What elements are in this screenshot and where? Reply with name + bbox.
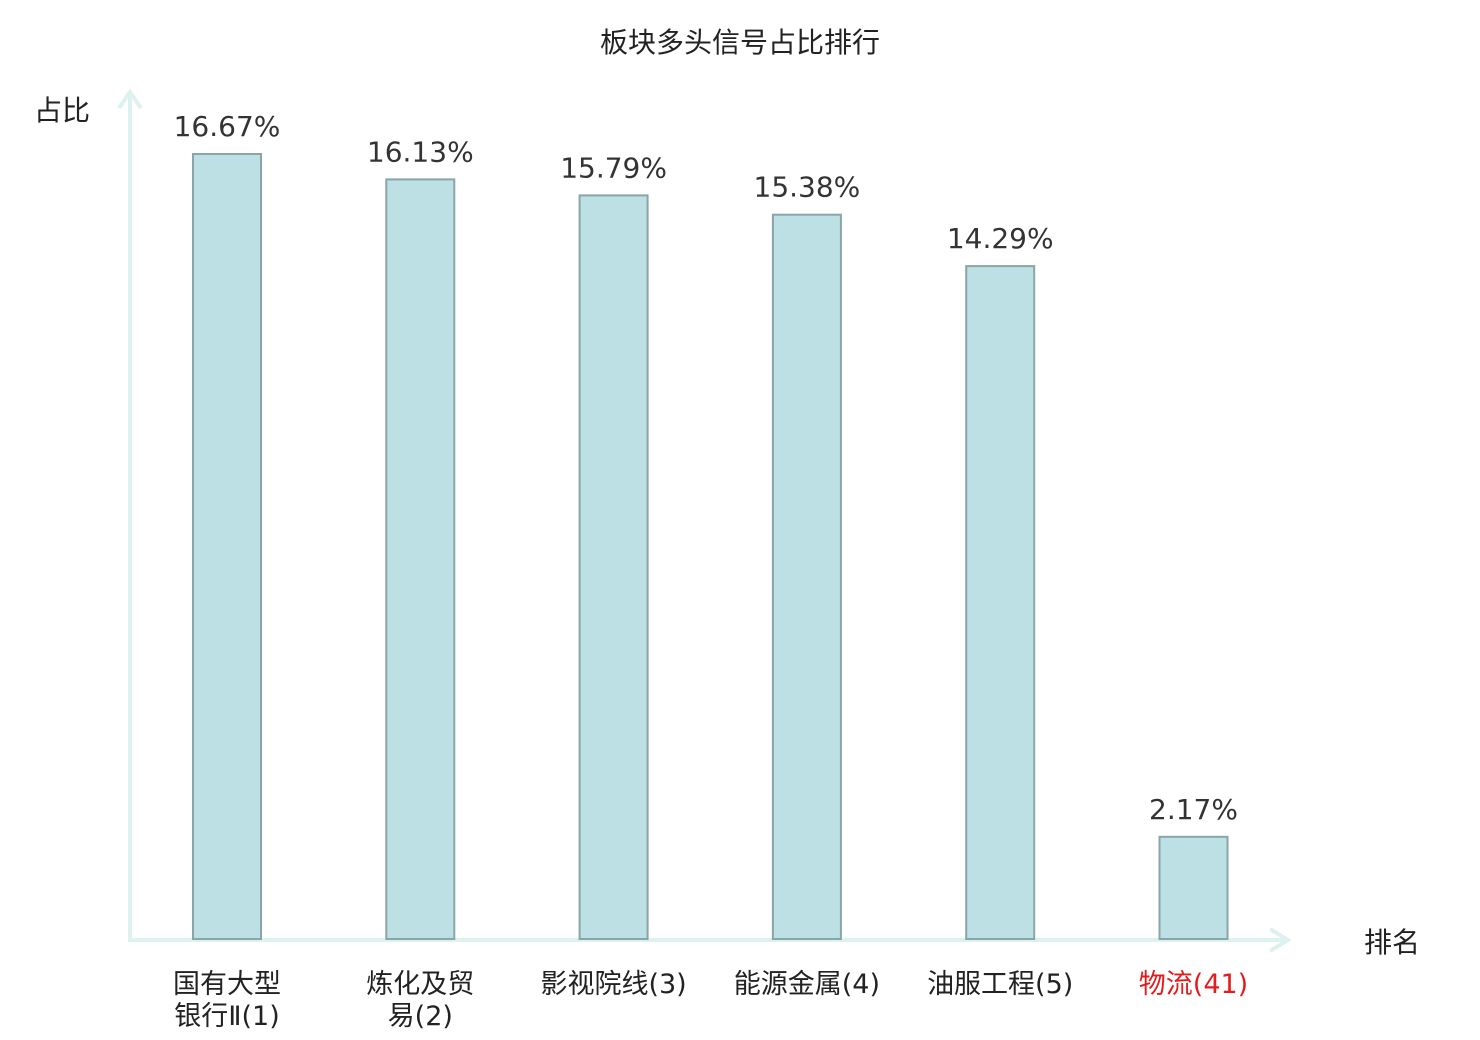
x-tick-label: 油服工程(5) xyxy=(927,969,1073,1000)
value-label: 15.38% xyxy=(754,171,861,204)
x-tick-label: 影视院线(3) xyxy=(540,969,686,1000)
bar-series xyxy=(192,153,1229,941)
x-axis-arrowhead xyxy=(1268,927,1292,953)
x-tick-label: 国有大型 xyxy=(173,969,281,1000)
x-tick-label: 物流(41) xyxy=(1139,969,1248,1000)
value-label: 16.67% xyxy=(174,110,281,143)
chart-title: 板块多头信号占比排行 xyxy=(600,26,880,59)
x-tick-label: 易(2) xyxy=(388,1001,453,1032)
axes xyxy=(117,88,1292,953)
y-axis-arrowhead xyxy=(117,88,143,110)
value-labels: 16.67% 16.13% 15.79% 15.38% 14.29% 2.17% xyxy=(174,110,1238,826)
x-tick-label: 银行Ⅱ(1) xyxy=(174,1001,280,1032)
value-label: 14.29% xyxy=(947,222,1054,255)
x-axis-label: 排名 xyxy=(1364,926,1420,959)
x-tick-label: 炼化及贸 xyxy=(366,969,474,1000)
x-tick-label: 能源金属(4) xyxy=(734,969,880,1000)
value-label: 2.17% xyxy=(1149,793,1238,826)
bar xyxy=(385,178,456,940)
value-label: 16.13% xyxy=(367,135,474,168)
bar xyxy=(965,265,1036,941)
bar xyxy=(771,213,842,940)
bar xyxy=(1158,835,1229,940)
bar xyxy=(192,153,262,940)
y-axis-label: 占比 xyxy=(34,94,90,127)
bar xyxy=(578,194,649,940)
value-label: 15.79% xyxy=(560,151,667,184)
